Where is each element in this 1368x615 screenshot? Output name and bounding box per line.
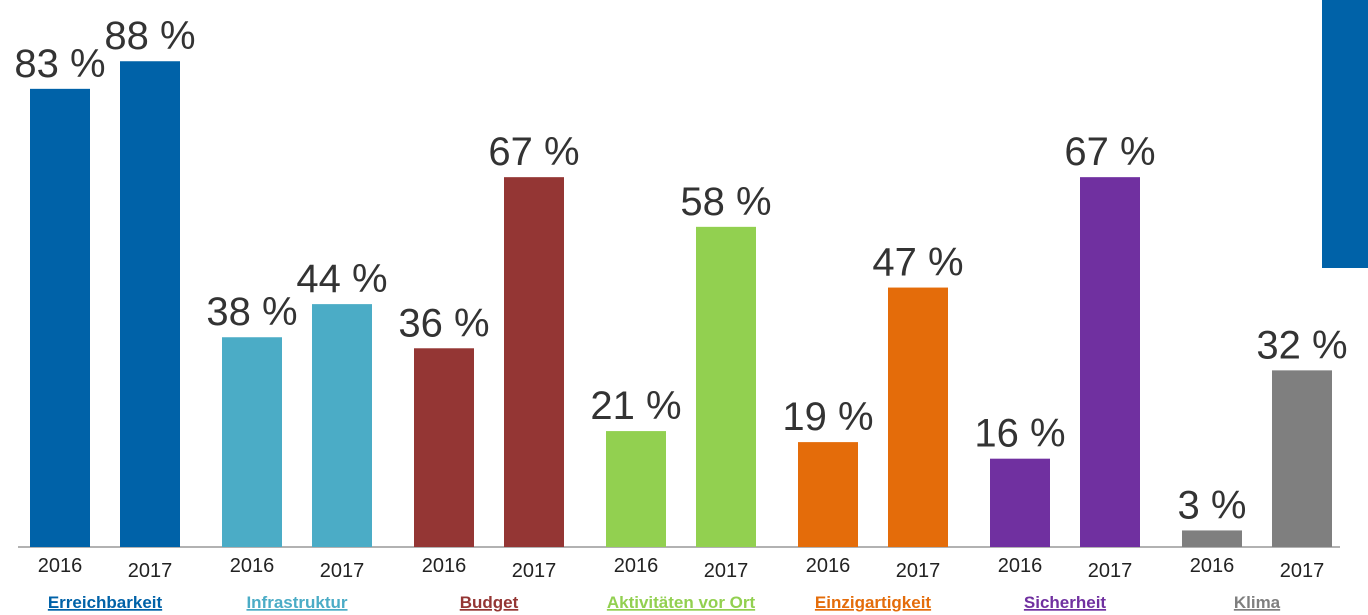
value-label: 67 % bbox=[488, 130, 579, 174]
year-label: 2016 bbox=[998, 555, 1043, 577]
value-label: 3 % bbox=[1178, 483, 1247, 527]
category-label: Einzigartigkeit bbox=[815, 593, 932, 612]
category-label: Sicherheit bbox=[1024, 593, 1107, 612]
bar bbox=[120, 61, 180, 548]
year-label: 2016 bbox=[1190, 555, 1235, 577]
category-label: Infrastruktur bbox=[246, 593, 347, 612]
bar bbox=[888, 287, 948, 547]
bar bbox=[30, 88, 90, 547]
bar bbox=[606, 431, 666, 547]
category-label: Budget bbox=[460, 593, 519, 612]
value-label: 21 % bbox=[590, 384, 681, 428]
value-label: 83 % bbox=[14, 42, 105, 86]
bar bbox=[798, 442, 858, 547]
bar bbox=[222, 337, 282, 547]
year-label: 2016 bbox=[614, 555, 659, 577]
bar bbox=[1080, 177, 1140, 547]
bar bbox=[1272, 370, 1332, 547]
value-label: 47 % bbox=[872, 241, 963, 285]
year-label: 2017 bbox=[1088, 560, 1133, 582]
year-label: 2017 bbox=[704, 560, 749, 582]
year-label: 2016 bbox=[806, 555, 851, 577]
bar bbox=[414, 348, 474, 547]
bar bbox=[990, 458, 1050, 547]
bar bbox=[1182, 530, 1242, 547]
category-label: Aktivitäten vor Ort bbox=[607, 593, 756, 612]
value-label: 19 % bbox=[782, 395, 873, 439]
category-label: Klima bbox=[1234, 593, 1281, 612]
year-label: 2017 bbox=[128, 560, 173, 582]
year-label: 2017 bbox=[320, 560, 365, 582]
year-label: 2017 bbox=[896, 560, 941, 582]
bar bbox=[504, 177, 564, 547]
year-label: 2016 bbox=[422, 555, 467, 577]
value-label: 16 % bbox=[974, 412, 1065, 456]
value-label: 58 % bbox=[680, 180, 771, 224]
year-label: 2016 bbox=[230, 555, 275, 577]
category-label: Erreichbarkeit bbox=[48, 593, 163, 612]
bar bbox=[312, 304, 372, 547]
value-label: 67 % bbox=[1064, 130, 1155, 174]
value-label: 88 % bbox=[104, 14, 195, 58]
side-panel bbox=[1322, 0, 1368, 268]
value-label: 44 % bbox=[296, 257, 387, 301]
value-label: 32 % bbox=[1256, 323, 1347, 367]
value-label: 38 % bbox=[206, 290, 297, 334]
value-label: 36 % bbox=[398, 301, 489, 345]
year-label: 2017 bbox=[512, 560, 557, 582]
year-label: 2017 bbox=[1280, 560, 1325, 582]
bar bbox=[696, 226, 756, 547]
year-label: 2016 bbox=[38, 555, 83, 577]
